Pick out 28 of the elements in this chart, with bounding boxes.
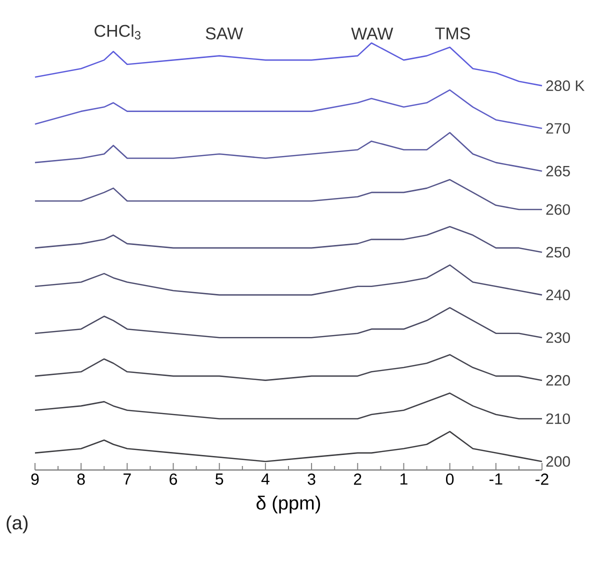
x-tick-label: 5 (216, 474, 224, 485)
series-label: 265 (546, 166, 570, 176)
series-label: 230 (546, 332, 570, 343)
x-tick-label: 9 (31, 474, 39, 485)
series-label: 280 K (546, 80, 585, 91)
series-label: 250 (546, 246, 570, 258)
series-label: 240 (546, 290, 570, 300)
text: WAW (351, 28, 394, 40)
x-tick-label: 8 (77, 474, 85, 485)
x-tick-label: -1 (490, 474, 502, 485)
text: (a) (6, 516, 28, 534)
x-tick-label: 1 (400, 474, 408, 485)
series-label: 200 (546, 456, 570, 467)
x-axis-title: δ (ppm) (256, 496, 320, 514)
x-tick-label: 0 (446, 474, 454, 485)
x-tick-label: 2 (354, 474, 362, 485)
text: TMS (435, 27, 470, 40)
series-label: 210 (546, 413, 570, 424)
x-tick-label: 4 (261, 474, 270, 485)
text: CHCl$_{3}$ (94, 24, 140, 40)
x-tick-label: 3 (308, 474, 316, 485)
series-label: 220 (546, 375, 570, 386)
series-label: 260 (546, 204, 570, 215)
text: SAW (206, 27, 244, 40)
series-label: 270 (546, 123, 570, 134)
x-tick-label: 6 (170, 474, 178, 485)
x-tick-label: 7 (124, 474, 131, 485)
x-tick-label: -2 (536, 474, 548, 485)
